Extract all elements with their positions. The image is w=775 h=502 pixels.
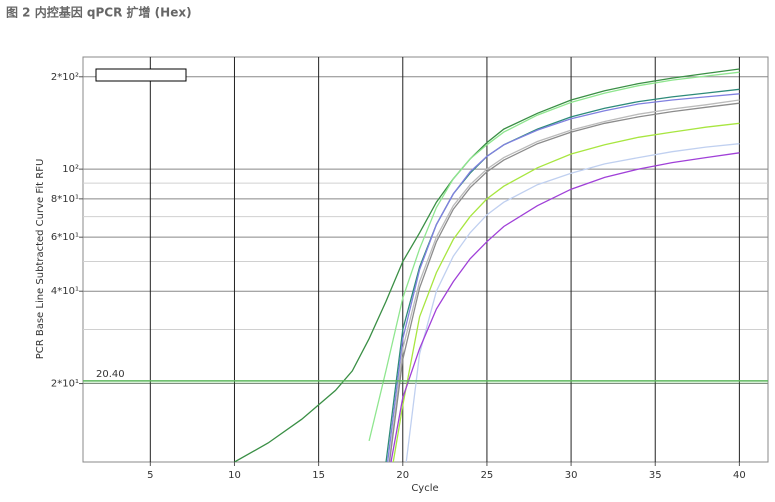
- chart-title: 图 2 内控基因 qPCR 扩增 (Hex): [6, 5, 192, 20]
- y-axis-label: PCR Base Line Subtracted Curve Fit RFU: [35, 159, 46, 360]
- x-tick-label: 15: [312, 470, 325, 481]
- series-line: [392, 122, 740, 462]
- lines: [234, 68, 740, 462]
- plot-area: [82, 56, 769, 463]
- x-tick-label: 25: [481, 470, 494, 481]
- series-line: [388, 102, 740, 462]
- legend-box: [95, 68, 187, 82]
- y-tick-label: 8*10¹: [51, 194, 79, 205]
- x-tick-label: 20: [396, 470, 409, 481]
- y-tick-label: 10²: [62, 164, 79, 175]
- x-tick-label: 35: [649, 470, 662, 481]
- threshold-label: 20.40: [96, 369, 125, 380]
- y-tick-label: 4*10¹: [51, 286, 79, 297]
- series-line: [390, 152, 740, 462]
- series-line: [368, 71, 740, 442]
- grid: 2*10¹ 4*10¹ 6*10¹ 8*10¹ 10² 2*10² 5 10 15 20 25 30 3…: [51, 57, 768, 481]
- x-tick-label: 40: [733, 470, 746, 481]
- y-tick-label: 2*10²: [51, 72, 79, 83]
- y-tick-label: 2*10¹: [51, 379, 79, 390]
- series-line: [405, 143, 740, 462]
- x-tick-label: 5: [147, 470, 153, 481]
- y-tick-label: 6*10¹: [51, 232, 79, 243]
- series-line: [388, 99, 740, 462]
- x-tick-label: 30: [565, 470, 578, 481]
- x-axis-label: Cycle: [411, 483, 438, 494]
- series-line: [386, 93, 740, 462]
- x-tick-label: 10: [228, 470, 241, 481]
